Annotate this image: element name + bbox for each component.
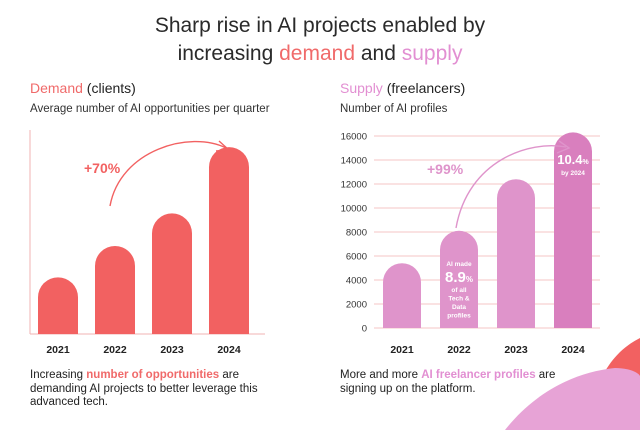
supply-2022-label-line2: of all [451,287,466,294]
supply-bar-2022 [440,230,478,328]
supply-description: Number of AI profiles [340,103,448,115]
supply-y-tick-14000: 14000 [341,156,367,167]
supply-y-tick-6000: 6000 [346,252,367,263]
supply-word: supply [401,42,463,65]
supply-y-tick-4000: 4000 [346,276,367,287]
demand-x-tick-2021: 2021 [46,344,70,356]
supply-2024-label-small: by 2024 [561,170,585,177]
supply-bar-2024 [554,132,592,328]
supply-y-tick-8000: 8000 [346,228,367,239]
demand-growth-arrow [109,140,227,207]
supply-2022-label-line1: AI made [446,261,472,268]
demand-x-tick-2024: 2024 [217,344,241,356]
supply-y-tick-0: 0 [362,324,367,335]
demand-footer: Increasing number of opportunities are d… [30,369,258,408]
supply-y-tick-16000: 16000 [341,132,367,143]
demand-description: Average number of AI opportunities per q… [30,103,270,115]
supply-footer: More and more AI freelancer profiles are… [340,369,556,395]
supply-2022-label-line3: Tech & [448,296,469,303]
page-title-line-1: Sharp rise in AI projects enabled by [154,14,486,37]
supply-title: Supply (freelancers) [340,80,466,96]
supply-x-tick-2024: 2024 [561,344,585,356]
supply-y-tick-2000: 2000 [346,300,367,311]
demand-word: demand [279,42,356,65]
supply-bar-2023 [497,179,535,328]
supply-2022-label-line4: Data [452,304,466,311]
supply-bar-2021 [383,263,421,328]
supply-growth-arrow [455,145,567,229]
demand-bar-2021 [38,277,78,334]
supply-2022-label-value: 8.9% [445,269,473,286]
supply-x-tick-2023: 2023 [504,344,528,356]
supply-2024-label-value: 10.4% [557,152,589,167]
demand-bar-2023 [152,213,192,334]
page-title-line-2: increasing demand and supply [177,42,463,65]
demand-x-tick-2023: 2023 [160,344,184,356]
demand-bar-2022 [95,245,135,334]
supply-x-tick-2021: 2021 [390,344,414,356]
demand-title: Demand (clients) [30,80,136,96]
demand-bar-2024 [209,147,249,334]
supply-growth-arrowhead [556,140,571,154]
supply-y-tick-12000: 12000 [341,180,367,191]
supply-growth-label: +99% [427,161,464,177]
decor-blob-pink [505,368,640,430]
supply-2022-label-line5: profiles [447,313,471,320]
demand-x-tick-2022: 2022 [103,344,127,356]
demand-growth-arrowhead [215,140,231,152]
supply-y-tick-10000: 10000 [341,204,367,215]
supply-x-tick-2022: 2022 [447,344,471,356]
demand-growth-label: +70% [84,160,121,176]
